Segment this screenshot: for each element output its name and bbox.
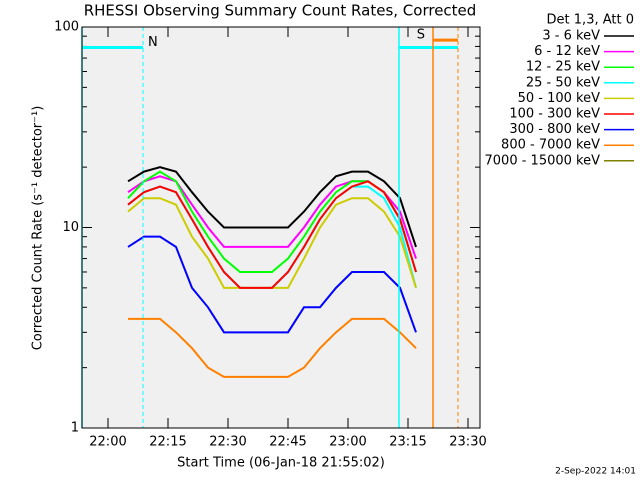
x-tick-label: 22:45 bbox=[269, 435, 306, 450]
x-tick-label: 22:30 bbox=[209, 435, 246, 450]
y-tick-label: 1 bbox=[71, 421, 79, 436]
legend-label: 800 - 7000 keV bbox=[501, 138, 600, 153]
x-tick-label: 23:00 bbox=[329, 435, 366, 450]
x-tick-label: 23:15 bbox=[389, 435, 426, 450]
x-tick-label: 22:00 bbox=[89, 435, 126, 450]
footer: 2-Sep-2022 14:01 bbox=[555, 467, 636, 477]
series-line bbox=[128, 317, 417, 378]
y-axis-label: Corrected Count Rate (s⁻¹ detector⁻¹) bbox=[31, 106, 46, 351]
series-line bbox=[127, 235, 417, 334]
legend-label: 12 - 25 keV bbox=[526, 60, 600, 75]
legend-label: 6 - 12 keV bbox=[534, 44, 600, 59]
plot-frame bbox=[81, 26, 481, 429]
chart-title: RHESSI Observing Summary Count Rates, Co… bbox=[84, 2, 477, 20]
legend-label: 3 - 6 keV bbox=[542, 29, 600, 44]
legend-label: 7000 - 15000 keV bbox=[485, 153, 601, 168]
flag-label: N bbox=[148, 35, 158, 50]
y-tick-label: 10 bbox=[62, 220, 79, 235]
legend-label: 25 - 50 keV bbox=[526, 75, 600, 90]
flag-label: S bbox=[417, 28, 425, 43]
y-tick-label: 100 bbox=[54, 20, 79, 35]
legend-label: 50 - 100 keV bbox=[518, 91, 601, 106]
x-tick-label: 22:15 bbox=[149, 435, 186, 450]
legend-title: Det 1,3, Att 0 bbox=[547, 13, 634, 28]
x-axis-label: Start Time (06-Jan-18 21:55:02) bbox=[177, 456, 385, 471]
x-tick-label: 23:30 bbox=[449, 435, 486, 450]
series-line bbox=[127, 180, 417, 289]
legend-label: 300 - 800 keV bbox=[509, 122, 600, 137]
legend-label: 100 - 300 keV bbox=[509, 107, 600, 122]
series-line bbox=[127, 166, 417, 248]
